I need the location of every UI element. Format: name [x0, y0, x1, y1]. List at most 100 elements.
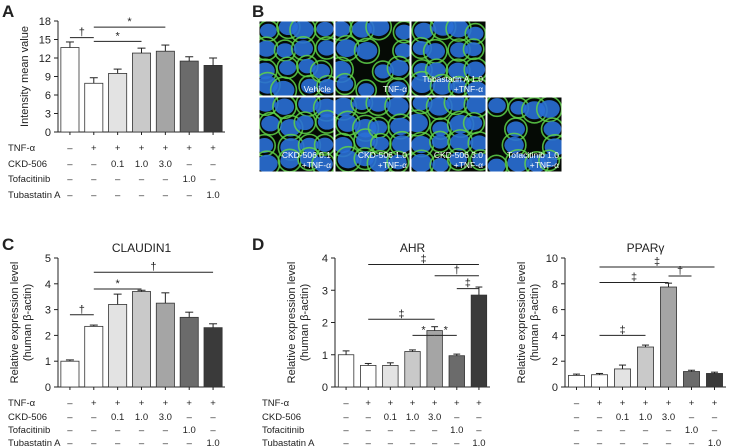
- y-tick-label: 8: [552, 279, 558, 291]
- y-tick-label: 1: [45, 356, 51, 368]
- panel-letter-c: C: [2, 235, 14, 254]
- tile-label: +TNF-α: [454, 84, 483, 94]
- cell-nucleus: [432, 157, 449, 172]
- cell-nucleus: [448, 21, 469, 38]
- treatment-cell: –: [187, 412, 193, 423]
- bar: [84, 325, 104, 388]
- significance-symbol: *: [116, 30, 121, 42]
- bar: [404, 351, 421, 388]
- microscopy-tile: Tofacitinib 1.0+TNF-α: [486, 96, 563, 173]
- bar: [470, 294, 488, 388]
- cell-nucleus: [449, 152, 468, 167]
- chart-a: 0 3 6 9 12 15 18 Intensity mean value † * * TNF-α – +…: [8, 16, 225, 201]
- treatment-cell: –: [343, 425, 349, 436]
- y-tick-label: 12: [39, 53, 51, 65]
- treatment-cell: +: [115, 143, 121, 154]
- treatment-cell: +: [91, 143, 97, 154]
- y-tick-label: 4: [45, 279, 51, 291]
- treatment-cell: –: [597, 438, 603, 447]
- cell-membrane: [487, 154, 509, 172]
- cell-nucleus: [259, 138, 274, 153]
- cell-nucleus: [465, 115, 483, 131]
- significance-symbol: *: [127, 16, 132, 28]
- significance-symbol: ‡: [619, 324, 625, 336]
- treatment-row-label: Tubastatin A: [8, 438, 61, 447]
- treatment-cell: –: [91, 438, 97, 447]
- treatment-cell: –: [432, 425, 438, 436]
- treatment-cell: 1.0: [639, 412, 652, 423]
- microscopy-tile: CKD-506 3.0+TNF-α: [410, 96, 487, 173]
- treatment-cell: –: [597, 425, 603, 436]
- significance-symbol: †: [150, 261, 156, 273]
- treatment-cell: +: [365, 398, 371, 409]
- treatment-cell: –: [454, 412, 460, 423]
- significance-symbol: ‡: [654, 256, 660, 268]
- treatment-cell: –: [343, 412, 349, 423]
- treatment-cell: 1.0: [135, 159, 148, 170]
- treatment-cell: –: [388, 425, 394, 436]
- chart-d2: PPARγ 0 2 4 6 8 10 Relative expression level (hu…: [516, 241, 726, 447]
- treatment-cell: +: [666, 398, 672, 409]
- y-tick-label: 15: [39, 35, 51, 47]
- treatment-cell: –: [163, 425, 169, 436]
- bar: [591, 374, 608, 388]
- significance-symbol: ‡: [398, 308, 404, 320]
- treatment-cell: +: [91, 398, 97, 409]
- y-axis-label: Relative expression level: [9, 262, 21, 384]
- tile-border: [258, 20, 335, 97]
- chart-title: CLAUDIN1: [112, 241, 172, 255]
- cell-nucleus: [450, 133, 471, 151]
- cell-nucleus: [391, 135, 410, 153]
- cell-nucleus: [390, 117, 410, 136]
- microscopy-tile: CKD-506 0.1+TNF-α: [258, 96, 335, 173]
- treatment-cell: 3.0: [428, 412, 441, 423]
- treatment-cell: –: [666, 425, 672, 436]
- y-axis-label: Relative expression level: [286, 262, 298, 384]
- bar: [706, 373, 723, 388]
- treatment-cell: 1.0: [472, 438, 485, 447]
- cell-nucleus: [374, 64, 392, 79]
- cell-nucleus: [411, 153, 433, 172]
- treatment-cell: 1.0: [183, 174, 196, 185]
- treatment-cell: –: [67, 143, 73, 154]
- bar: [660, 286, 677, 388]
- cell-nucleus: [336, 76, 354, 92]
- cell-nucleus: [259, 154, 278, 172]
- panel-letter-b: B: [252, 2, 264, 21]
- cell-nucleus: [335, 21, 351, 37]
- bar: [84, 82, 104, 133]
- bar: [203, 327, 223, 388]
- bar: [108, 73, 128, 133]
- cell-nucleus: [368, 21, 390, 37]
- treatment-cell: +: [476, 398, 482, 409]
- treatment-cell: –: [689, 438, 695, 447]
- cell-nucleus: [466, 97, 486, 114]
- cell-membrane: [313, 21, 334, 41]
- tile-label: +TNF-α: [378, 160, 407, 170]
- treatment-cell: 1.0: [135, 412, 148, 423]
- treatment-cell: –: [574, 398, 580, 409]
- treatment-cell: –: [115, 438, 121, 447]
- cell-layer: [259, 97, 334, 172]
- cell-layer: [335, 21, 410, 96]
- treatment-cell: –: [91, 190, 97, 201]
- treatment-cell: +: [712, 398, 718, 409]
- bar: [60, 47, 80, 133]
- cell-nucleus: [488, 98, 506, 114]
- significance-symbol: *: [421, 324, 426, 336]
- y-tick-label: 0: [45, 382, 51, 394]
- treatment-row-label: CKD-506: [8, 412, 47, 423]
- significance-symbol: †: [79, 304, 85, 316]
- cell-nucleus: [291, 21, 314, 40]
- y-tick-label: 3: [322, 285, 328, 297]
- cell-nucleus: [465, 42, 482, 57]
- bar: [132, 52, 151, 133]
- treatment-cell: –: [91, 159, 97, 170]
- treatment-row-label: CKD-506: [8, 159, 47, 170]
- significance-symbol: ‡: [631, 272, 637, 284]
- cell-membrane: [314, 36, 334, 60]
- cell-membrane: [385, 77, 410, 96]
- tile-border: [258, 96, 335, 173]
- bar: [203, 65, 223, 133]
- cell-membrane: [269, 76, 298, 96]
